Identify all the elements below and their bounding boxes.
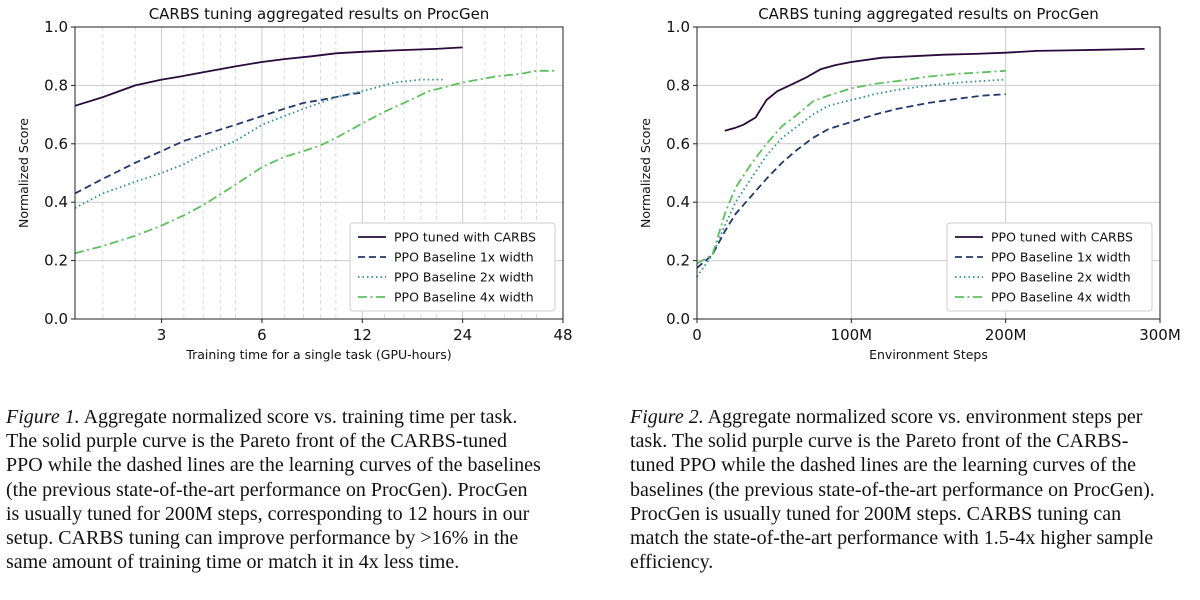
- caption-line: tuned PPO while the dashed lines are the…: [630, 453, 1155, 477]
- x-axis-label: Training time for a single task (GPU-hou…: [185, 347, 451, 362]
- x-tick-label: 6: [257, 326, 267, 344]
- legend-label: PPO Baseline 4x width: [394, 290, 534, 305]
- figure-2-caption: Figure 2. Aggregate normalized score vs.…: [630, 405, 1155, 574]
- caption-text: ProcGen is usually tuned for 200M steps.…: [630, 502, 1122, 525]
- x-tick-label: 3: [157, 326, 167, 344]
- caption-line: setup. CARBS tuning can improve performa…: [6, 526, 541, 550]
- caption-line: Figure 1. Aggregate normalized score vs.…: [6, 405, 541, 429]
- caption-text: efficiency.: [630, 551, 714, 574]
- caption-text: tuned PPO while the dashed lines are the…: [630, 454, 1136, 477]
- series-line-1: [74, 46, 463, 107]
- x-tick-label: 100M: [831, 326, 873, 344]
- series-line-2: [74, 91, 363, 195]
- caption-line: PPO while the dashed lines are the learn…: [6, 453, 541, 477]
- legend-label: PPO Baseline 4x width: [991, 290, 1131, 305]
- caption-line: match the state-of-the-art performance w…: [630, 526, 1155, 550]
- caption-text: setup. CARBS tuning can improve performa…: [6, 527, 519, 550]
- series-line-4: [696, 69, 1006, 265]
- caption-line: Figure 2. Aggregate normalized score vs.…: [630, 405, 1155, 429]
- chart-2: 0.0 0.2 0.4 0.6 0.8 1.0 0 100M 200M 300M CARBS tun…: [638, 5, 1181, 362]
- y-tick-label: 0.6: [44, 135, 68, 153]
- y-axis-label: Normalized Score: [638, 118, 653, 228]
- x-tick-label: 0: [692, 326, 702, 344]
- plot-frame: [696, 26, 1161, 320]
- chart-title: CARBS tuning aggregated results on ProcG…: [758, 5, 1099, 23]
- plot-frame: [74, 26, 564, 320]
- legend-label: PPO tuned with CARBS: [991, 230, 1133, 245]
- legend-label: PPO Baseline 2x width: [991, 270, 1131, 285]
- caption-text: match the state-of-the-art performance w…: [630, 527, 1154, 550]
- legend: PPO tuned with CARBS PPO Baseline 1x widt…: [349, 222, 556, 312]
- y-tick-label: 0.0: [44, 310, 68, 328]
- caption-text: same amount of training time or match it…: [6, 551, 460, 574]
- y-axis-label: Normalized Score: [16, 118, 31, 228]
- legend-box: [349, 222, 556, 312]
- chart-1: 0.0 0.2 0.4 0.6 0.8 1.0 3 6 12 24 48 CARBS tuning a…: [16, 5, 573, 362]
- caption-line: efficiency.: [630, 550, 1155, 574]
- caption-text: is usually tuned for 200M steps, corresp…: [6, 502, 530, 525]
- caption-text: (the previous state-of-the-art performan…: [6, 478, 528, 501]
- caption-figure-label: Figure 2.: [630, 406, 704, 428]
- legend-label: PPO tuned with CARBS: [394, 230, 536, 245]
- caption-text: PPO while the dashed lines are the learn…: [6, 454, 541, 477]
- figure-1-caption: Figure 1. Aggregate normalized score vs.…: [6, 405, 541, 574]
- series-line-1: [724, 48, 1145, 132]
- chart-title: CARBS tuning aggregated results on ProcG…: [149, 5, 490, 23]
- y-tick-label: 0.0: [666, 310, 690, 328]
- legend: PPO tuned with CARBS PPO Baseline 1x widt…: [946, 222, 1153, 312]
- caption-line: is usually tuned for 200M steps, corresp…: [6, 502, 541, 526]
- legend-label: PPO Baseline 1x width: [991, 250, 1131, 265]
- caption-line: ProcGen is usually tuned for 200M steps.…: [630, 502, 1155, 526]
- series-line-2: [696, 93, 1006, 269]
- x-axis-label: Environment Steps: [869, 347, 988, 362]
- x-tick-label: 200M: [985, 326, 1027, 344]
- caption-line: (the previous state-of-the-art performan…: [6, 478, 541, 502]
- caption-figure-label: Figure 1.: [6, 406, 80, 428]
- y-tick-label: 0.2: [666, 252, 690, 270]
- series-line-3: [74, 78, 444, 209]
- y-tick-label: 0.4: [666, 193, 690, 211]
- y-tick-label: 0.4: [44, 193, 68, 211]
- x-tick-label: 12: [353, 326, 372, 344]
- caption-text: The solid purple curve is the Pareto fro…: [6, 430, 508, 453]
- y-tick-label: 0.8: [666, 76, 690, 94]
- legend-label: PPO Baseline 1x width: [394, 250, 534, 265]
- y-tick-label: 1.0: [44, 18, 68, 36]
- legend-box: [946, 222, 1153, 312]
- y-tick-label: 0.2: [44, 252, 68, 270]
- x-tick-label: 48: [553, 326, 572, 344]
- caption-line: The solid purple curve is the Pareto fro…: [6, 429, 541, 453]
- series-line-4: [74, 69, 557, 255]
- caption-line: baselines (the previous state-of-the-art…: [630, 478, 1155, 502]
- caption-text: baselines (the previous state-of-the-art…: [630, 478, 1155, 501]
- caption-line: task. The solid purple curve is the Pare…: [630, 429, 1155, 453]
- y-tick-label: 0.6: [666, 135, 690, 153]
- x-tick-label: 300M: [1139, 326, 1181, 344]
- x-tick-label: 24: [453, 326, 472, 344]
- legend-label: PPO Baseline 2x width: [394, 270, 534, 285]
- caption-text: Aggregate normalized score vs. environme…: [703, 406, 1143, 428]
- caption-text: Aggregate normalized score vs. training …: [79, 406, 518, 428]
- caption-text: task. The solid purple curve is the Pare…: [630, 430, 1129, 453]
- caption-line: same amount of training time or match it…: [6, 550, 541, 574]
- y-tick-label: 1.0: [666, 18, 690, 36]
- y-tick-label: 0.8: [44, 76, 68, 94]
